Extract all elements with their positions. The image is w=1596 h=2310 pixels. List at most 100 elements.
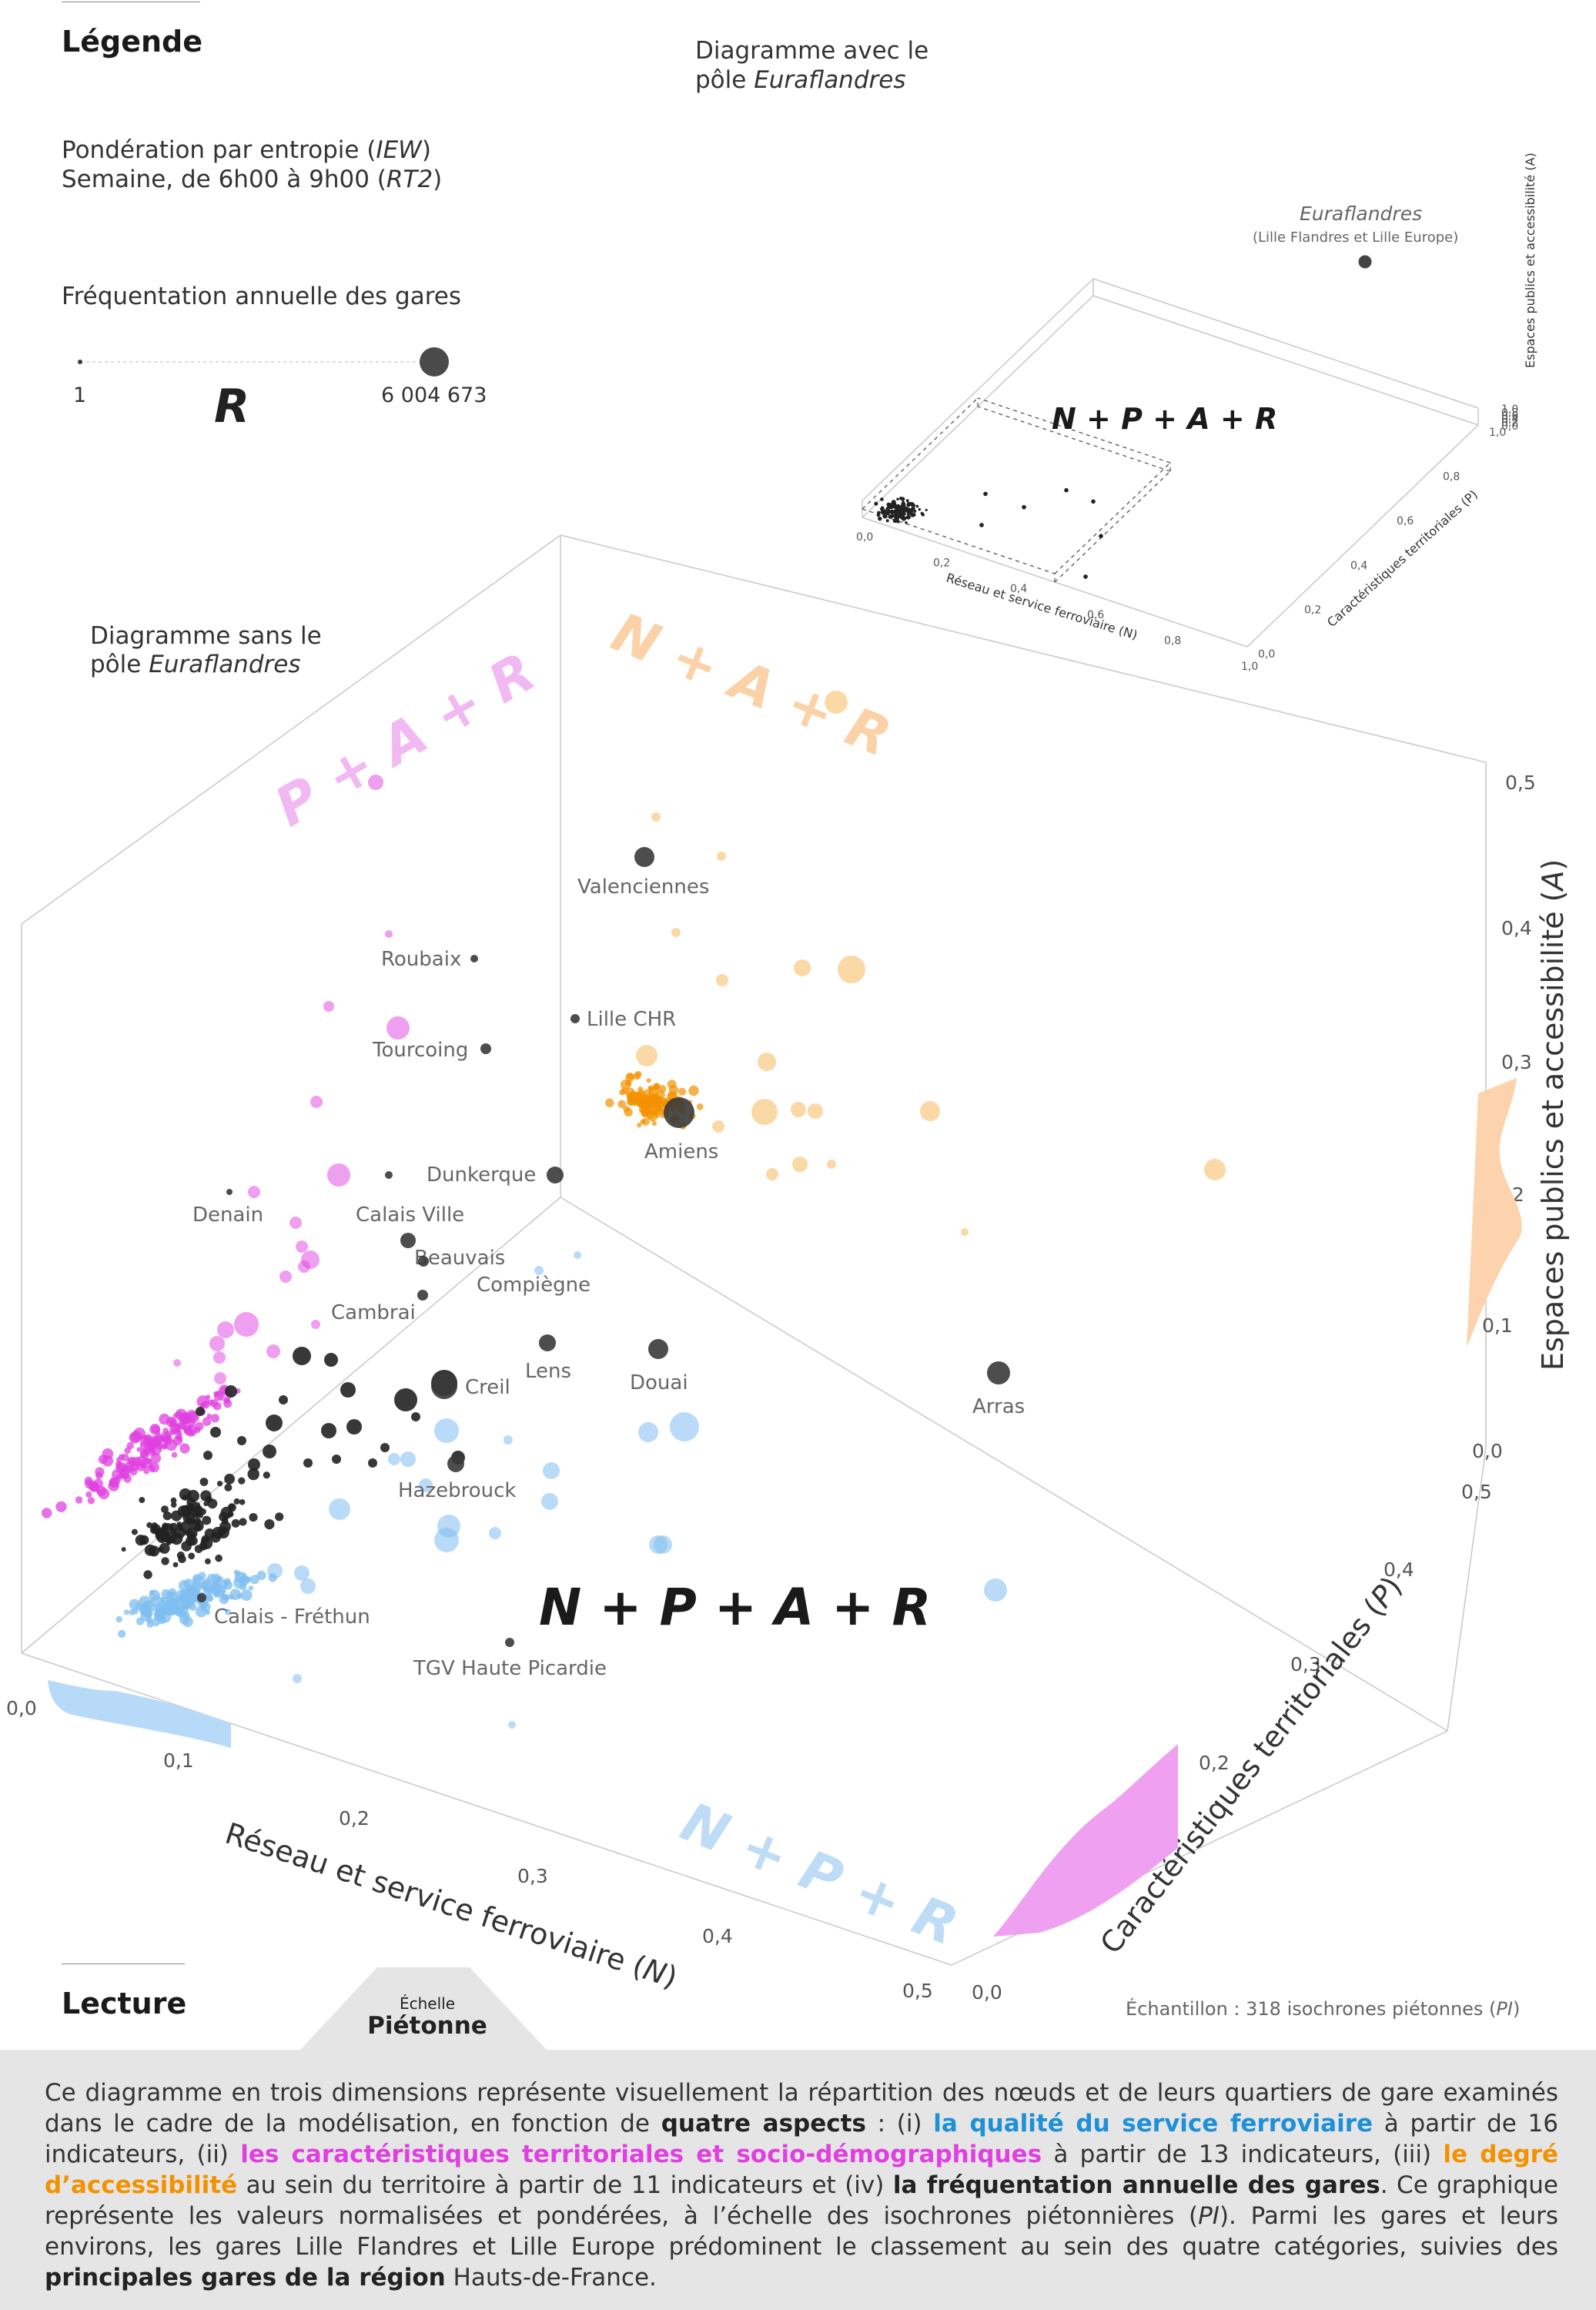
pink-station-dot bbox=[144, 1449, 150, 1456]
main-x-label: Réseau et service ferroviaire (N) bbox=[221, 1816, 681, 1995]
dark-station-dot bbox=[187, 1489, 199, 1502]
inset-station-dot bbox=[912, 512, 916, 517]
inset-station-dot bbox=[881, 506, 885, 510]
inset-station-dot bbox=[925, 508, 928, 512]
blue-station-dot bbox=[434, 1418, 459, 1443]
main-y-tick: 0,4 bbox=[1384, 1558, 1414, 1581]
inset-y-tick: 0,2 bbox=[1304, 604, 1321, 616]
main-z-label-text: Espaces publics et accessibilité ( bbox=[1536, 890, 1570, 1371]
main-z-label-em: A bbox=[1536, 870, 1570, 892]
inset-station-dot bbox=[899, 509, 905, 514]
orange-station-dot bbox=[653, 1084, 659, 1090]
inset-x-tick: 0,6 bbox=[1087, 609, 1104, 621]
orange-station-dot bbox=[792, 1157, 808, 1172]
pink-station-dot bbox=[143, 1468, 150, 1475]
inset-station-dot bbox=[906, 516, 911, 520]
dark-station-dot bbox=[239, 1499, 246, 1505]
labelled-station-dot bbox=[987, 1361, 1010, 1384]
inset-station-dot bbox=[918, 507, 922, 511]
pink-station-dot bbox=[75, 1496, 83, 1504]
orange-station-dot bbox=[623, 1106, 631, 1113]
dark-station-dot bbox=[169, 1522, 178, 1532]
dark-station-dot bbox=[346, 1419, 362, 1435]
blue-station-dot bbox=[205, 1594, 214, 1602]
dark-station-dot bbox=[239, 1518, 247, 1526]
pink-station-dot bbox=[166, 1416, 177, 1428]
dark-station-dot bbox=[181, 1541, 192, 1552]
pink-station-dot bbox=[210, 1414, 219, 1423]
dark-station-dot bbox=[220, 1506, 233, 1519]
blue-station-dot bbox=[419, 1478, 433, 1492]
pink-station-dot bbox=[310, 1096, 323, 1108]
inset-station-dot bbox=[897, 504, 900, 507]
inset-station-dot bbox=[896, 497, 899, 501]
labelled-station-dot bbox=[470, 955, 478, 962]
inset-wall-top-left bbox=[862, 278, 1094, 501]
pink-station-dot bbox=[186, 1410, 198, 1421]
pink-station-dot bbox=[95, 1467, 105, 1477]
orange-station-dot bbox=[716, 974, 728, 986]
main-x-tick: 0,4 bbox=[702, 1925, 733, 1947]
blue-station-dot bbox=[437, 1515, 460, 1538]
blue-station-dot bbox=[249, 1575, 259, 1585]
orange-station-dot bbox=[751, 1099, 778, 1125]
orange-station-dot bbox=[717, 852, 726, 861]
pink-station-dot bbox=[187, 1419, 196, 1428]
dark-station-dot bbox=[224, 1473, 235, 1485]
pink-station-dot bbox=[182, 1424, 191, 1433]
orange-station-dot bbox=[668, 1085, 679, 1095]
sample-pre: Échantillon : 318 isochrones piétonnes ( bbox=[1126, 1997, 1496, 2020]
inset-z-tick: 1,0 bbox=[1501, 403, 1518, 416]
pink-station-dot bbox=[368, 775, 383, 790]
blue-station-dot bbox=[169, 1592, 177, 1600]
blue-station-dot bbox=[649, 1535, 668, 1554]
lecture-paragraph: Ce diagramme en trois dimensions représe… bbox=[45, 2079, 1559, 2292]
pink-station-dot bbox=[217, 1321, 234, 1338]
blue-station-dot bbox=[154, 1610, 166, 1622]
dark-station-dot bbox=[172, 1562, 179, 1568]
inset-title-pre: pôle bbox=[695, 66, 754, 94]
pink-station-dot bbox=[386, 1016, 410, 1040]
pink-station-dot bbox=[385, 930, 393, 938]
inset-z-tick: 0,2 bbox=[1501, 417, 1518, 430]
lecture-panel bbox=[0, 2050, 1596, 2310]
inset-z-tick: 0,8 bbox=[1501, 407, 1518, 419]
blue-station-dot bbox=[129, 1609, 136, 1615]
dark-station-dot bbox=[263, 1445, 276, 1458]
inset-station-dot bbox=[885, 507, 890, 511]
labelled-station-dot bbox=[634, 847, 654, 867]
dark-station-dot bbox=[238, 1477, 246, 1485]
dark-station-dot bbox=[139, 1497, 146, 1504]
blue-station-dot bbox=[489, 1527, 501, 1539]
orange-station-dot bbox=[621, 1087, 628, 1095]
blue-station-dot bbox=[192, 1585, 200, 1594]
blue-station-dot bbox=[267, 1563, 283, 1578]
blue-station-dot bbox=[329, 1498, 350, 1520]
station-label: Cambrai bbox=[331, 1301, 416, 1324]
station-label: Calais Ville bbox=[356, 1204, 464, 1227]
pink-station-dot bbox=[266, 1344, 280, 1358]
dark-station-dot bbox=[321, 1423, 336, 1438]
dark-station-dot bbox=[202, 1515, 212, 1525]
inset-station-dot bbox=[906, 503, 911, 507]
dark-station-dot bbox=[199, 1478, 209, 1486]
blue-station-dot bbox=[508, 1721, 516, 1729]
dark-station-dot bbox=[266, 1414, 283, 1431]
pink-station-dot bbox=[207, 1399, 214, 1406]
orange-station-dot bbox=[651, 1120, 657, 1127]
main-title-pre: pôle bbox=[90, 651, 149, 678]
pink-station-dot bbox=[202, 1417, 212, 1426]
inset-station-dot bbox=[1022, 504, 1026, 510]
size-min-dot bbox=[78, 360, 82, 364]
orange-station-dot bbox=[791, 1102, 806, 1117]
sample-em: PI bbox=[1496, 1998, 1513, 2020]
dark-station-dot bbox=[233, 1498, 240, 1505]
blue-station-dot bbox=[240, 1589, 253, 1602]
pink-station-dot bbox=[223, 1399, 233, 1408]
blue-station-dot bbox=[670, 1412, 699, 1441]
labelled-station-dot bbox=[570, 1014, 580, 1023]
orange-station-dot bbox=[635, 1098, 643, 1106]
main-x-tick: 0,1 bbox=[163, 1749, 194, 1772]
dark-station-dot bbox=[229, 1504, 234, 1509]
dark-station-dot bbox=[324, 1353, 338, 1367]
